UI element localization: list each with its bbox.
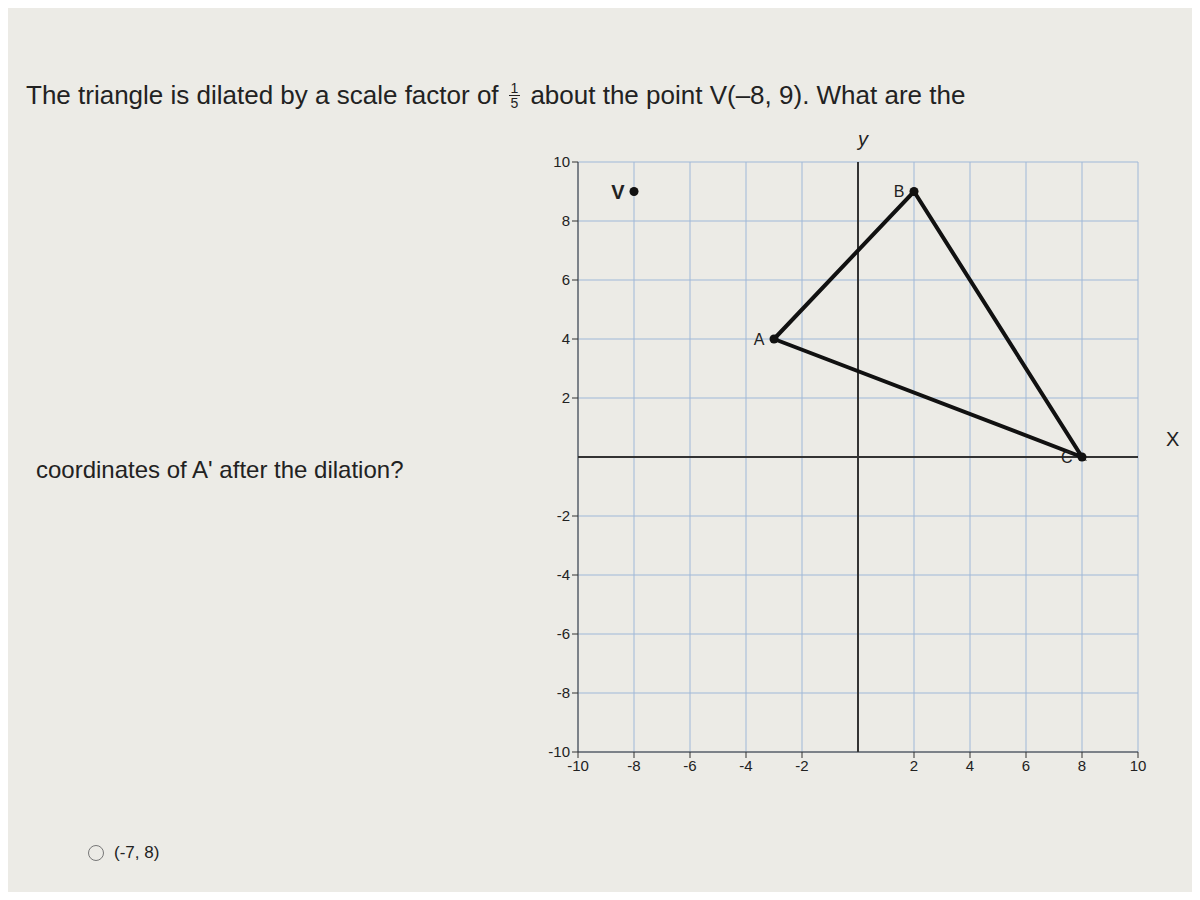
html-text:The triangle is dilated by a s: The triangle is dilated by a scale facto…: [26, 80, 499, 110]
svg-text:4: 4: [562, 330, 570, 347]
svg-text:-2: -2: [795, 757, 808, 774]
svg-text:2: 2: [910, 757, 918, 774]
svg-text:A: A: [754, 331, 765, 348]
svg-text:10: 10: [553, 153, 570, 170]
svg-text:B: B: [894, 183, 905, 200]
html-text:(-7, 8): (-7, 8): [114, 843, 160, 862]
svg-text:4: 4: [966, 757, 974, 774]
svg-text:2: 2: [562, 389, 570, 406]
svg-text:8: 8: [1078, 757, 1086, 774]
svg-text:6: 6: [1022, 757, 1030, 774]
svg-text:C: C: [1061, 449, 1073, 466]
html-text:5: 5: [510, 95, 519, 111]
svg-text:-10: -10: [567, 757, 589, 774]
svg-text:-4: -4: [739, 757, 752, 774]
svg-text:-8: -8: [627, 757, 640, 774]
svg-text:-6: -6: [683, 757, 696, 774]
svg-text:-6: -6: [557, 625, 570, 642]
svg-text:8: 8: [562, 212, 570, 229]
html-text:X: X: [1166, 428, 1180, 450]
html-text:y: y: [858, 128, 868, 150]
svg-text:-10: -10: [548, 743, 570, 760]
svg-text:6: 6: [562, 271, 570, 288]
svg-text:-8: -8: [557, 684, 570, 701]
html-text:coordinates of A' after the di: coordinates of A' after the dilation?: [36, 456, 404, 483]
svg-text:10: 10: [1130, 757, 1147, 774]
svg-text:V: V: [611, 181, 625, 203]
html-text:about the point V(–8, 9). What: about the point V(–8, 9). What are the: [530, 80, 966, 110]
svg-text:-4: -4: [557, 566, 570, 583]
html-text:1: 1: [510, 80, 519, 96]
svg-text:-2: -2: [557, 507, 570, 524]
